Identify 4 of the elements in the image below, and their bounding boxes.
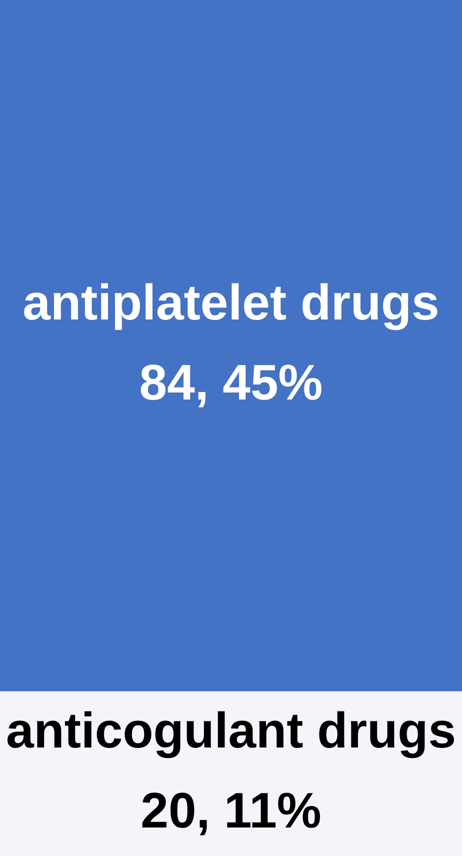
category-label: antiplatelet drugs xyxy=(22,274,440,330)
category-label: anticogulant drugs xyxy=(6,702,456,758)
data-label: 84, 45% xyxy=(139,354,323,410)
data-label: 20, 11% xyxy=(140,782,322,838)
